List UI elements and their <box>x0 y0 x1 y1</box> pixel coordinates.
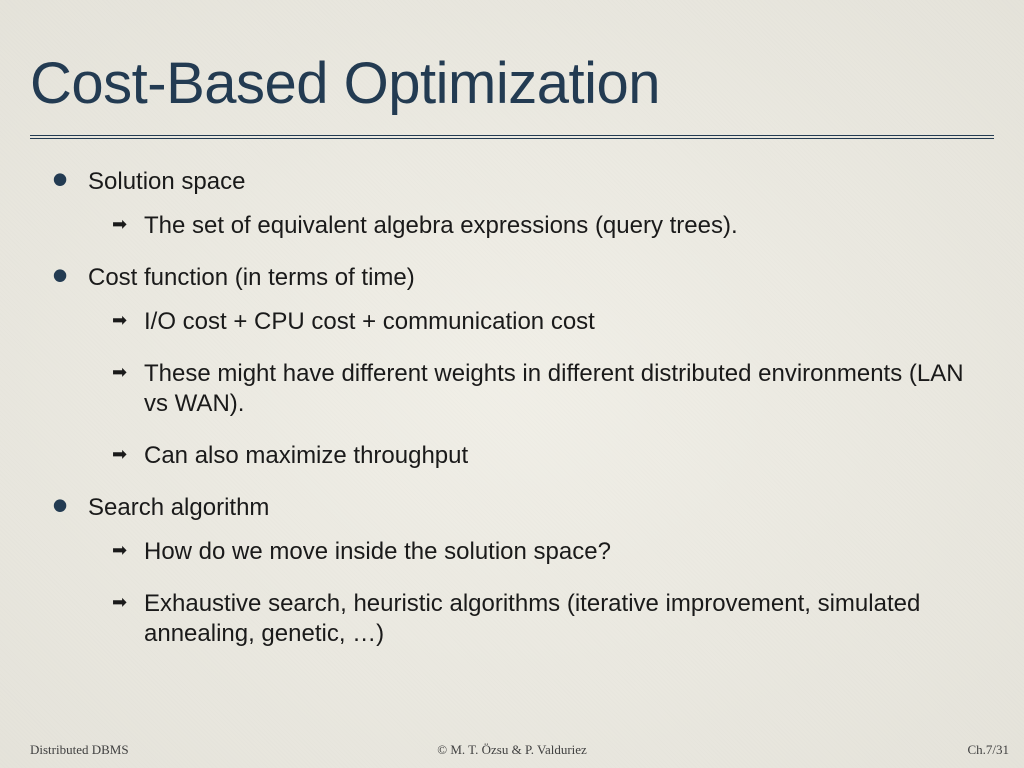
bullet-label: Cost function (in terms of time) <box>88 264 415 291</box>
sub-item: How do we move inside the solution space… <box>112 537 994 567</box>
bullet-item: Solution space The set of equivalent alg… <box>52 167 994 241</box>
sub-item: Can also maximize throughput <box>112 441 994 471</box>
sub-list: How do we move inside the solution space… <box>88 537 994 649</box>
sub-item: Exhaustive search, heuristic algorithms … <box>112 589 994 649</box>
footer-center: © M. T. Özsu & P. Valduriez <box>0 742 1024 758</box>
slide: Cost-Based Optimization Solution space T… <box>0 0 1024 768</box>
bullet-item: Search algorithm How do we move inside t… <box>52 493 994 649</box>
footer-right: Ch.7/31 <box>967 742 1009 758</box>
title-divider <box>30 135 994 139</box>
bullet-label: Solution space <box>88 168 245 195</box>
bullet-item: Cost function (in terms of time) I/O cos… <box>52 263 994 471</box>
sub-item: The set of equivalent algebra expression… <box>112 211 994 241</box>
sub-list: The set of equivalent algebra expression… <box>88 211 994 241</box>
bullet-list: Solution space The set of equivalent alg… <box>30 167 994 649</box>
sub-item: These might have different weights in di… <box>112 359 994 419</box>
sub-item: I/O cost + CPU cost + communication cost <box>112 307 994 337</box>
bullet-label: Search algorithm <box>88 494 269 521</box>
sub-list: I/O cost + CPU cost + communication cost… <box>88 307 994 471</box>
slide-title: Cost-Based Optimization <box>30 50 994 117</box>
